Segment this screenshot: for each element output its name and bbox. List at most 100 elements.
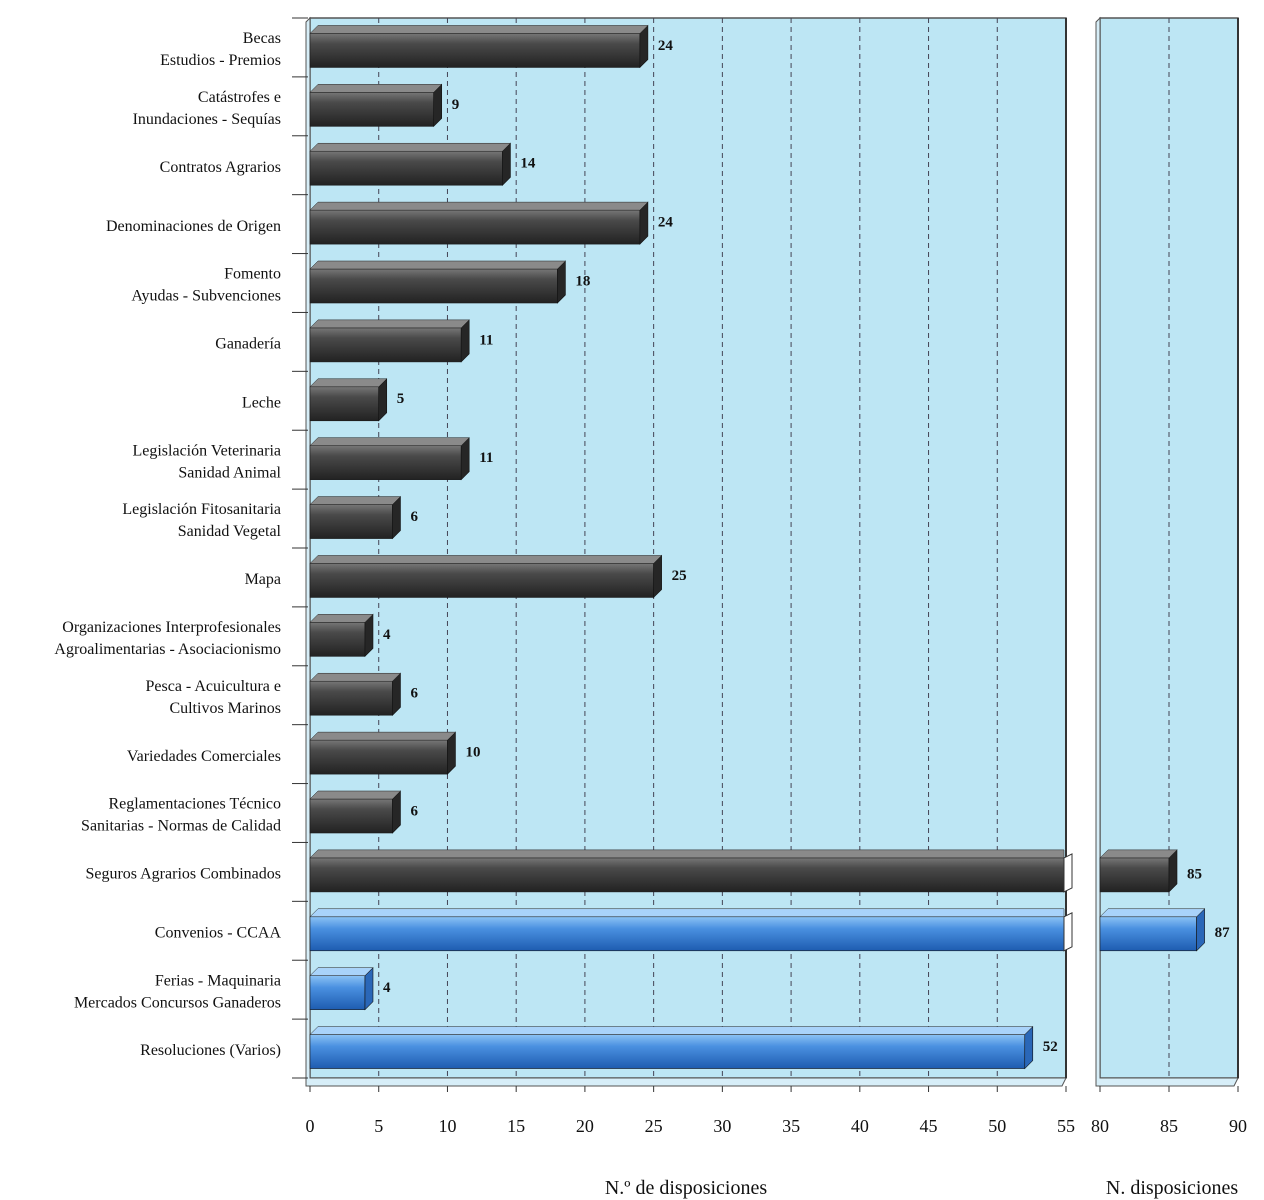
grid-lines [292,17,1239,1092]
data-label: 5 [397,391,405,407]
bar [309,966,374,1011]
category-label: Legislación Fitosanitaria [122,501,281,518]
x-axis-label-right: N. disposiciones [1106,1177,1238,1199]
bar [309,83,443,128]
bar [309,495,402,540]
bar [309,1025,1034,1070]
category-label: Pesca - Acuicultura e [146,678,282,695]
bar [309,672,402,716]
bar-face [309,975,366,1010]
tick-label: 0 [306,1116,315,1136]
category-label: Ayudas - Subvenciones [131,288,281,305]
bar-break [1063,911,1073,952]
bar-top [309,790,402,800]
data-label: 24 [658,215,674,231]
category-label: Contratos Agrarios [160,159,281,176]
bar-top [309,378,388,388]
bar [309,554,663,599]
bar [309,613,374,658]
bar-top [309,967,374,976]
tick-labels: 0 5 10 15 20 25 30 35 40 45 50 55 80 85 90 [306,1116,1248,1136]
bar-face [309,563,654,598]
tick-label: 10 [438,1116,456,1136]
tick-label: 20 [576,1116,594,1136]
data-label: 11 [479,450,493,466]
bar [309,436,470,481]
category-label: Seguros Agrarios Combinados [85,866,281,883]
data-label: 25 [672,568,687,584]
bar-face [309,504,393,539]
bar-top [309,555,663,564]
data-label: 11 [479,332,493,348]
category-label: Becas [243,30,281,47]
bar [309,142,512,186]
category-label: Ferias - Maquinaria [155,972,281,989]
bar-face [309,33,641,68]
bar-face [309,445,462,480]
tick-label: 45 [920,1116,938,1136]
bar [309,908,1073,952]
floor-right [1095,16,1239,1087]
bar-face [309,268,558,304]
bar [1099,849,1178,893]
category-label: Sanidad Animal [178,464,281,481]
bar-top [309,908,1065,918]
bar-face [309,798,393,834]
bar-top [309,437,470,446]
x-axis-label-left: N.º de disposiciones [605,1177,768,1199]
tick-label: 30 [713,1116,731,1136]
bar [309,260,567,304]
bar-face [309,1034,1026,1069]
bar-face [309,327,462,363]
bar [309,731,457,775]
data-label: 6 [410,686,418,702]
bar-face [309,916,1065,952]
bar-top [309,142,512,152]
bar-top [309,731,457,741]
category-label: Convenios - CCAA [155,924,282,941]
bars [309,24,1206,1070]
category-label: Sanitarias - Normas de Calidad [81,818,281,835]
tick-label: 15 [507,1116,525,1136]
tick-label: 40 [851,1116,869,1136]
tick-label: 85 [1160,1116,1178,1136]
category-label: Agroalimentarias - Asociacionismo [54,641,281,658]
data-label: 52 [1043,1039,1058,1055]
bar-top [309,319,470,329]
floor-left [305,16,1067,1087]
category-label: Cultivos Marinos [169,700,281,717]
data-label: 87 [1215,925,1231,941]
plot-area-left [309,17,1067,1079]
bar-face [309,209,641,245]
data-label: 4 [383,627,391,643]
data-label: 14 [520,156,536,172]
category-label: Catástrofes e [198,89,281,106]
category-label: Inundaciones - Sequías [133,111,281,128]
plot-panels [305,16,1239,1087]
bar-face [309,150,503,186]
category-label: Legislación Veterinaria [132,442,281,459]
bar-top [309,496,402,505]
category-labels: Becas Estudios - Premios Catástrofes e Inun… [54,30,281,1059]
bar-top [309,614,374,623]
bar-face [1099,857,1170,893]
tick-label: 90 [1229,1116,1247,1136]
data-label: 18 [575,273,590,289]
category-label: Mapa [245,571,281,588]
bar-top [309,25,649,34]
bar [309,201,649,245]
tick-label: 5 [374,1116,383,1136]
tick-label: 50 [988,1116,1006,1136]
bar [309,24,649,69]
bar-top [309,260,567,270]
bar-face [1099,916,1197,952]
category-label: Denominaciones de Origen [106,218,281,235]
category-label: Resoluciones (Varios) [140,1042,281,1059]
tick-label: 55 [1057,1116,1075,1136]
category-label: Fomento [224,266,281,283]
data-label: 6 [410,803,418,819]
data-label: 85 [1187,866,1202,882]
bar [309,790,402,834]
tick-label: 80 [1091,1116,1109,1136]
